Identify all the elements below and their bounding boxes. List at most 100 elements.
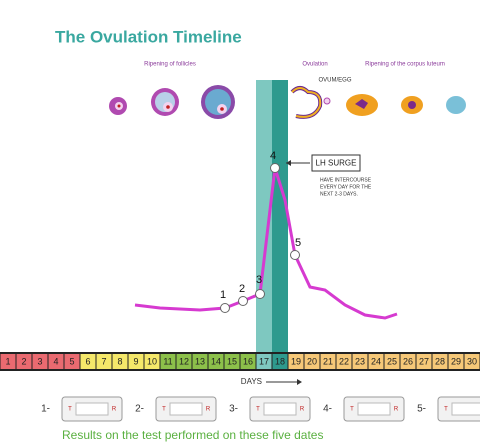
day-cell <box>16 354 32 369</box>
day-cell <box>416 354 432 369</box>
arrow-head <box>297 379 302 385</box>
day-number: 14 <box>211 356 221 366</box>
day-cell <box>0 354 16 369</box>
day-number: 19 <box>291 356 301 366</box>
phase-label: Ripening of follicles <box>144 62 196 68</box>
day-number: 6 <box>85 356 90 366</box>
day-cell <box>448 354 464 369</box>
day-cell <box>288 354 304 369</box>
test-mark: R <box>206 407 211 413</box>
day-number: 18 <box>275 356 285 366</box>
day-number: 5 <box>69 356 74 366</box>
day-number: 9 <box>133 356 138 366</box>
day-number: 22 <box>339 356 349 366</box>
day-cell <box>112 354 128 369</box>
day-number: 2 <box>21 356 26 366</box>
day-cell <box>128 354 144 369</box>
test-mark: R <box>112 407 117 413</box>
point <box>290 250 300 260</box>
point <box>238 296 248 306</box>
phase-label: Ripening of the corpus luteum <box>365 62 445 68</box>
test-window <box>169 402 203 416</box>
day-cell <box>224 354 240 369</box>
day-cell <box>400 354 416 369</box>
note: NEXT 2-3 DAYS. <box>320 191 358 197</box>
day-cell <box>336 354 352 369</box>
point-label: 4 <box>270 150 276 162</box>
day-cell <box>160 354 176 369</box>
point <box>270 163 280 173</box>
day-cell <box>320 354 336 369</box>
test-mark: T <box>256 407 260 413</box>
day-number: 1 <box>5 356 10 366</box>
day-number: 10 <box>147 356 157 366</box>
point <box>255 289 265 299</box>
caption: Results on the test performed on these f… <box>62 428 323 442</box>
day-cell <box>384 354 400 369</box>
test-window <box>357 402 391 416</box>
day-number: 28 <box>435 356 445 366</box>
title: The Ovulation Timeline <box>55 27 242 46</box>
ovum-label: OVUM/EGG <box>318 78 351 84</box>
lh-curve <box>134 167 398 320</box>
day-cell <box>432 354 448 369</box>
day-number: 12 <box>179 356 189 366</box>
day-number: 25 <box>387 356 397 366</box>
day-cell <box>80 354 96 369</box>
day-number: 29 <box>451 356 461 366</box>
day-number: 4 <box>53 356 58 366</box>
note: EVERY DAY FOR THE <box>320 184 372 190</box>
phase-label: Ovulation <box>302 62 327 68</box>
test-mark: T <box>350 407 354 413</box>
test-label: 1- <box>41 404 50 415</box>
day-cell <box>32 354 48 369</box>
day-number: 24 <box>371 356 381 366</box>
lh-box <box>311 154 361 172</box>
day-cell <box>304 354 320 369</box>
day-number: 17 <box>259 356 269 366</box>
day-cell <box>272 354 288 369</box>
day-number: 16 <box>243 356 253 366</box>
test-mark: R <box>394 407 399 413</box>
day-cell <box>192 354 208 369</box>
test-mark: R <box>300 407 305 413</box>
day-cell <box>368 354 384 369</box>
test-mark: T <box>68 407 72 413</box>
day-cell <box>464 354 480 369</box>
test-window <box>75 402 109 416</box>
day-number: 15 <box>227 356 237 366</box>
day-number: 7 <box>101 356 106 366</box>
day-cell <box>256 354 272 369</box>
day-number: 26 <box>403 356 413 366</box>
test-mark: T <box>162 407 166 413</box>
day-cell <box>240 354 256 369</box>
day-cell <box>48 354 64 369</box>
day-cell <box>176 354 192 369</box>
test-label: 5- <box>417 404 426 415</box>
day-cell <box>96 354 112 369</box>
day-number: 23 <box>355 356 365 366</box>
point-label: 3 <box>256 274 262 286</box>
day-number: 20 <box>307 356 317 366</box>
day-number: 3 <box>37 356 42 366</box>
point-label: 5 <box>295 237 301 249</box>
test-label: 3- <box>229 404 238 415</box>
day-number: 30 <box>467 356 477 366</box>
point-label: 2 <box>239 283 245 295</box>
point <box>220 303 230 313</box>
day-number: 27 <box>419 356 429 366</box>
test-window <box>263 402 297 416</box>
days-label: DAYS <box>241 377 262 386</box>
band <box>272 80 288 353</box>
day-number: 8 <box>117 356 122 366</box>
day-number: 21 <box>323 356 333 366</box>
day-number: 13 <box>195 356 205 366</box>
day-cell <box>352 354 368 369</box>
arrow-head <box>286 160 291 166</box>
lh-surge: LH SURGE <box>316 159 357 168</box>
test-label: 2- <box>135 404 144 415</box>
day-cell <box>64 354 80 369</box>
point-label: 1 <box>220 289 226 301</box>
follicle-icons <box>109 85 466 119</box>
